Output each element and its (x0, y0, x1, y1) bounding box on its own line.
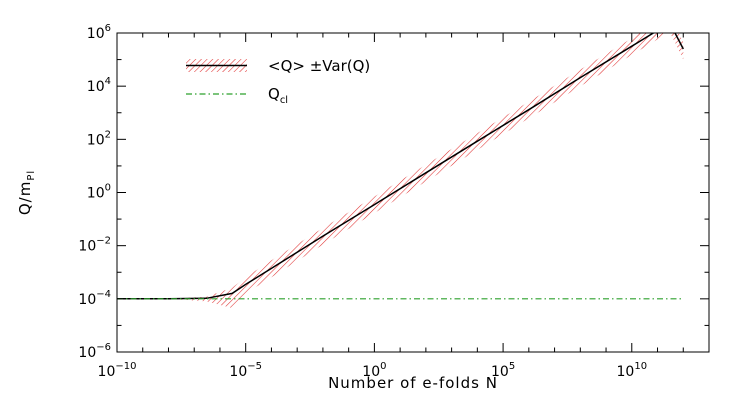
y-axis-title: Q/mPl (16, 170, 37, 215)
y-axis-title-sub: Pl (26, 170, 37, 181)
y-tick-label: 10−4 (78, 289, 111, 308)
legend-label-mean: <Q> ±Var(Q) (268, 57, 370, 75)
y-tick-label: 100 (87, 183, 111, 202)
x-axis-title: Number of e-folds N (328, 374, 498, 392)
y-tick-label: 10−6 (78, 342, 111, 361)
variance-band (117, 33, 684, 309)
y-tick-label: 10−2 (78, 236, 111, 255)
legend-label-classical-main: Q (268, 85, 280, 103)
x-tick-label: 10−5 (229, 361, 262, 380)
y-axis-title-main: Q/m (16, 181, 34, 215)
legend: <Q> ±Var(Q) Qcl (186, 57, 370, 106)
mean-q-line (117, 33, 684, 300)
x-tick-label: 10−10 (98, 361, 137, 380)
legend-label-classical: Qcl (268, 85, 288, 106)
y-tick-label: 102 (87, 129, 111, 148)
y-tick-label: 106 (87, 23, 111, 42)
x-tick-label: 105 (491, 361, 515, 380)
legend-label-classical-sub: cl (280, 95, 288, 106)
x-tick-label: 1010 (617, 361, 648, 380)
x-tick-label: 100 (362, 361, 386, 380)
y-tick-label: 104 (87, 76, 111, 95)
plot-frame (116, 32, 710, 353)
